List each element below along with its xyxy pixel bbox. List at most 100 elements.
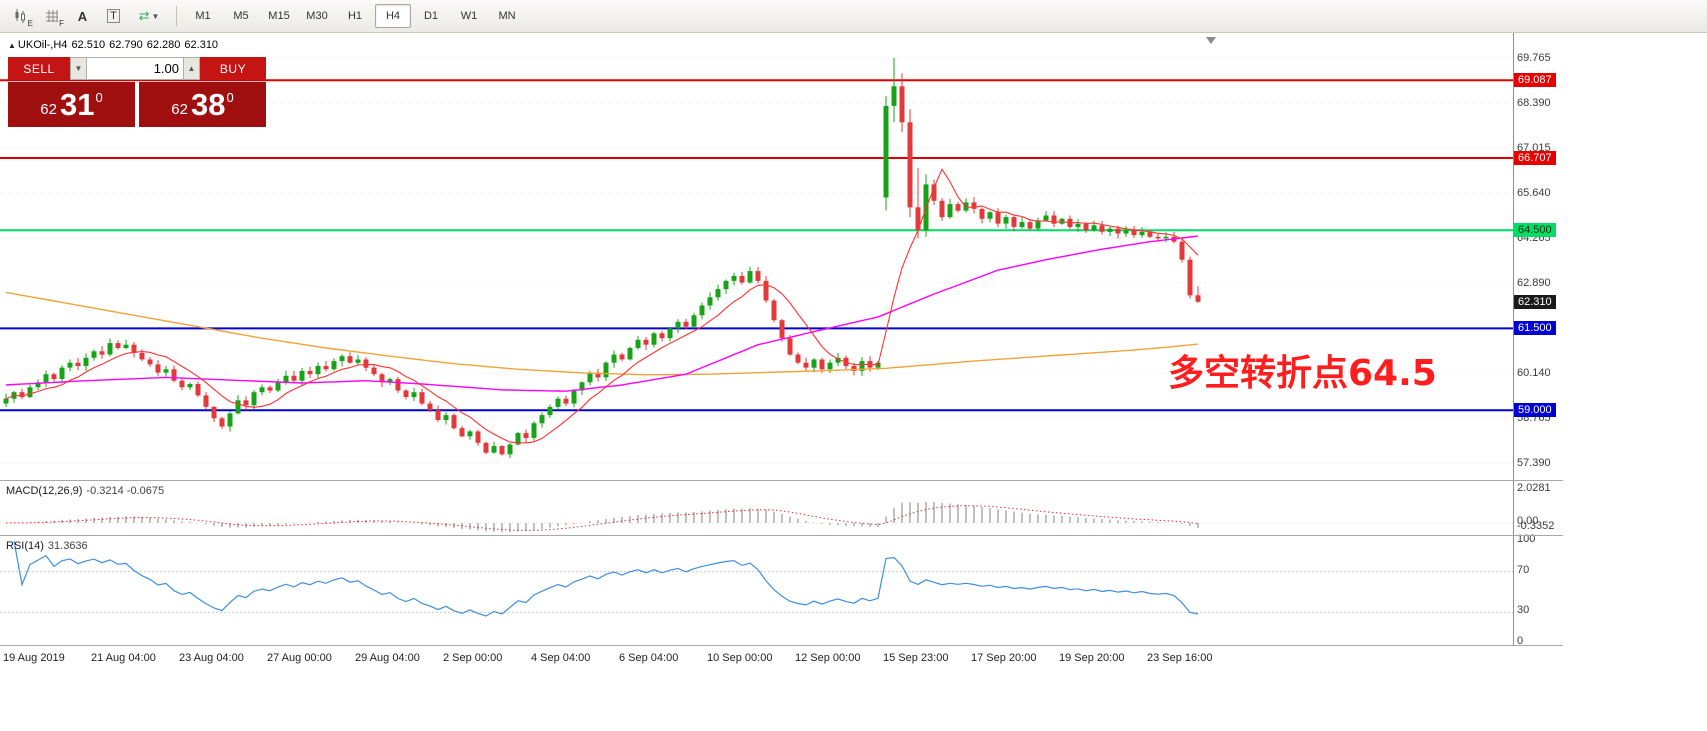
timeframe-button-M1[interactable]: M1 bbox=[195, 10, 211, 22]
buy-price-sup: 0 bbox=[226, 90, 234, 105]
time-axis-label: 29 Aug 04:00 bbox=[355, 652, 420, 664]
timeframe-button-M5[interactable]: M5 bbox=[233, 10, 249, 22]
text-tool-icon[interactable]: A bbox=[77, 8, 88, 24]
horizontal-level-lines[interactable] bbox=[0, 79, 1513, 412]
price-axis-line bbox=[1513, 33, 1514, 645]
chart-annotation-text: 多空转折点64.5 bbox=[1168, 353, 1437, 394]
rsi-axis-label: 30 bbox=[1517, 604, 1530, 616]
macd-values: -0.3214 -0.0675 bbox=[86, 485, 165, 497]
time-axis-label: 4 Sep 04:00 bbox=[531, 652, 591, 664]
time-axis-label: 15 Sep 23:00 bbox=[883, 652, 949, 664]
chart-ohlc-header: ▲ UKOil-,H4 62.510 62.790 62.280 62.310 bbox=[8, 39, 222, 51]
buy-button[interactable]: BUY bbox=[200, 57, 266, 80]
buy-price-big: 38 bbox=[190, 87, 226, 122]
rsi-panel[interactable]: RSI(14) 31.3636 bbox=[0, 535, 1563, 645]
open-value: 62.510 bbox=[71, 39, 106, 51]
top-toolbar: E F A T ⇄ ▼ M1 M5 M15 M30 H1 H4 D1 W1 MN bbox=[0, 0, 1707, 33]
sell-button[interactable]: SELL bbox=[8, 57, 70, 80]
chevron-down-icon: ▼ bbox=[151, 11, 160, 21]
rsi-value: 31.3636 bbox=[47, 540, 88, 552]
macd-axis-label: 0.00 bbox=[1517, 515, 1539, 527]
icon-sub-label: E bbox=[27, 19, 33, 28]
time-axis-label: 19 Sep 20:00 bbox=[1059, 652, 1125, 664]
chart-canvas[interactable] bbox=[0, 33, 1513, 479]
main-chart-svg[interactable] bbox=[0, 33, 1513, 479]
timeframe-button-D1[interactable]: D1 bbox=[423, 10, 439, 22]
rsi-svg bbox=[0, 540, 1513, 617]
macd-axis-label: 2.0281 bbox=[1517, 482, 1551, 494]
candles bbox=[3, 58, 1201, 459]
chevron-up-icon: ▲ bbox=[187, 64, 196, 73]
rsi-axis-label: 0 bbox=[1517, 635, 1524, 647]
low-value: 62.280 bbox=[146, 39, 181, 51]
symbol-period-label: UKOil-,H4 bbox=[17, 39, 68, 51]
icon-sub-label: F bbox=[59, 19, 64, 28]
sell-price-sup: 0 bbox=[95, 90, 103, 105]
time-axis-label: 10 Sep 00:00 bbox=[707, 652, 773, 664]
chevron-down-icon: ▼ bbox=[74, 64, 83, 73]
macd-axis-label: -0.3352 bbox=[1517, 520, 1555, 532]
volume-stepper-up[interactable]: ▲ bbox=[183, 57, 200, 80]
timeframe-button-group: M1 M5 M15 M30 H1 H4 D1 W1 MN bbox=[184, 4, 526, 28]
buy-price-tile[interactable]: 62 38 0 bbox=[139, 82, 266, 127]
sell-price-big: 31 bbox=[59, 87, 95, 122]
time-axis-label: 27 Aug 00:00 bbox=[267, 652, 332, 664]
price-axis-badge: 61.500 bbox=[1514, 321, 1556, 335]
rsi-axis-label: 100 bbox=[1517, 533, 1536, 545]
close-value: 62.310 bbox=[184, 39, 219, 51]
time-axis[interactable]: 19 Aug 2019 21 Aug 04:00 23 Aug 04:00 27 Au… bbox=[0, 645, 1563, 669]
cycle-tool-icon[interactable]: ⇄ ▼ bbox=[138, 8, 160, 23]
ma-mid-line bbox=[5, 235, 1199, 392]
macd-histogram bbox=[13, 501, 1199, 533]
chart-plot[interactable] bbox=[0, 33, 1513, 479]
high-value: 62.790 bbox=[109, 39, 143, 51]
chart-shift-marker-icon[interactable] bbox=[1206, 37, 1216, 44]
price-axis-label: 68.390 bbox=[1517, 97, 1551, 109]
grid-icon[interactable]: F bbox=[37, 3, 66, 29]
macd-panel[interactable]: MACD(12,26,9) -0.3214 -0.0675 bbox=[0, 480, 1563, 534]
rsi-label: RSI(14) 31.3636 bbox=[6, 540, 88, 552]
price-axis-label: 57.390 bbox=[1517, 457, 1551, 469]
time-axis-label: 19 Aug 2019 bbox=[3, 652, 65, 664]
symbol-direction-icon: ▲ bbox=[8, 41, 16, 50]
one-click-trade-panel: SELL ▼ 1.00 ▲ BUY 62 31 0 62 38 0 bbox=[8, 57, 266, 127]
macd-signal-line bbox=[5, 505, 1199, 532]
time-axis-label: 2 Sep 00:00 bbox=[443, 652, 503, 664]
price-axis-label: 60.140 bbox=[1517, 367, 1551, 379]
time-axis-label: 21 Aug 04:00 bbox=[91, 652, 156, 664]
label-tool-icon[interactable]: T bbox=[99, 3, 128, 29]
price-axis-badge: 59.000 bbox=[1514, 403, 1556, 417]
grid-glyph bbox=[45, 10, 58, 22]
sell-price-tile[interactable]: 62 31 0 bbox=[8, 82, 135, 127]
price-axis-badge: 69.087 bbox=[1514, 73, 1556, 87]
sell-price-main: 62 bbox=[40, 101, 57, 118]
price-axis-label: 62.890 bbox=[1517, 277, 1551, 289]
buy-price-main: 62 bbox=[171, 101, 188, 118]
time-axis-label: 23 Sep 16:00 bbox=[1147, 652, 1213, 664]
time-axis-label: 17 Sep 20:00 bbox=[971, 652, 1037, 664]
price-axis-badge: 62.310 bbox=[1514, 295, 1556, 309]
time-axis-label: 12 Sep 00:00 bbox=[795, 652, 861, 664]
volume-dropdown-button[interactable]: ▼ bbox=[70, 57, 87, 80]
timeframe-button-H4[interactable]: H4 bbox=[375, 4, 411, 28]
ma-fast-line bbox=[5, 168, 1199, 444]
price-axis-label: 69.765 bbox=[1517, 52, 1551, 64]
chart-template-icon[interactable]: E bbox=[6, 3, 35, 29]
candlestick-glyph bbox=[15, 9, 25, 23]
timeframe-button-M15[interactable]: M15 bbox=[268, 10, 290, 22]
price-axis-badge: 66.707 bbox=[1514, 151, 1556, 165]
macd-svg bbox=[0, 501, 1513, 533]
rsi-line bbox=[13, 540, 1199, 617]
rsi-axis-label: 70 bbox=[1517, 564, 1530, 576]
time-axis-label: 6 Sep 04:00 bbox=[619, 652, 679, 664]
timeframe-button-W1[interactable]: W1 bbox=[460, 10, 478, 22]
price-axis-label: 65.640 bbox=[1517, 187, 1551, 199]
volume-input[interactable]: 1.00 bbox=[87, 57, 183, 80]
macd-label: MACD(12,26,9) -0.3214 -0.0675 bbox=[6, 485, 165, 497]
ma-slow-line bbox=[5, 291, 1199, 376]
timeframe-button-H1[interactable]: H1 bbox=[347, 10, 363, 22]
toolbar-separator bbox=[176, 6, 177, 26]
timeframe-button-MN[interactable]: MN bbox=[498, 10, 516, 22]
timeframe-button-M30[interactable]: M30 bbox=[306, 10, 328, 22]
rsi-level-lines bbox=[0, 571, 1513, 613]
